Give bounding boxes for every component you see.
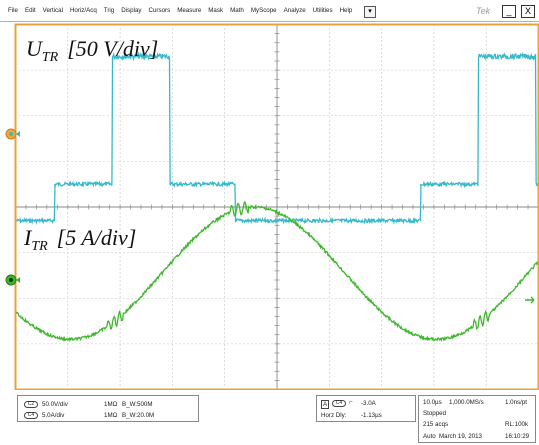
- ch2-badge: C2: [24, 401, 38, 408]
- horz-delay-label: Horz Dly:: [321, 412, 347, 419]
- menu-item-file[interactable]: File: [8, 7, 18, 14]
- menu-item-help[interactable]: Help: [339, 7, 353, 14]
- ch2-impedance: 1MΩ: [104, 401, 118, 408]
- voltage-label: UTR [50 V/div]: [26, 36, 158, 65]
- acquisition-time: 16:10:29: [505, 433, 530, 440]
- ch4-scale: 5.0A/div: [42, 412, 65, 419]
- close-button[interactable]: X: [521, 5, 535, 18]
- status-area: C2 50.0V/div 1MΩ B_W:500M C4 5.0A/div 1M…: [0, 390, 539, 445]
- ch2-ground-marker[interactable]: [5, 128, 20, 140]
- menu-item-vertical[interactable]: Vertical: [42, 7, 63, 14]
- trigger-mode: A: [321, 400, 330, 409]
- resolution: 1.0ns/pt: [505, 399, 528, 406]
- ch2-bandwidth: B_W:500M: [122, 401, 153, 408]
- menu-item-myscope[interactable]: MyScope: [250, 7, 277, 14]
- menu-bar: File Edit Vertical Horiz/Acq Trig Display Curs…: [0, 0, 539, 22]
- acquisition-date: March 19, 2013: [439, 433, 482, 440]
- acquisition-readout-panel[interactable]: 10.0µs 1,000.0MS/s 1.0ns/pt Stopped 215 …: [418, 395, 536, 443]
- ch4-impedance: 1MΩ: [104, 412, 118, 419]
- menu-item-measure[interactable]: Measure: [177, 7, 202, 14]
- timebase: 10.0µs: [423, 399, 442, 406]
- current-label: ITR [5 A/div]: [23, 225, 136, 254]
- record-length: RL:100k: [505, 421, 529, 428]
- menu-items: File Edit Vertical Horiz/Acq Trig Display Curs…: [8, 7, 359, 14]
- ch2-scale: 50.0V/div: [42, 401, 68, 408]
- trigger-readout-panel[interactable]: A C4 ⌐ -3.0A Horz Dly: -1.13µs: [316, 395, 416, 422]
- trigger-level: -3.0A: [361, 400, 376, 407]
- trigger-source-badge: C4: [332, 400, 346, 407]
- current-waveform: [15, 201, 538, 343]
- sample-rate: 1,000.0MS/s: [449, 399, 484, 406]
- graticule-grid: [15, 24, 539, 390]
- scope-display[interactable]: UTR [50 V/div] ITR [5 A/div]: [0, 22, 539, 390]
- menu-item-cursors[interactable]: Cursors: [148, 7, 171, 14]
- horz-delay-value: -1.13µs: [361, 412, 382, 419]
- ch4-bandwidth: B_W:20.0M: [122, 412, 155, 419]
- ch4-badge: C4: [24, 412, 38, 419]
- menu-item-math[interactable]: Math: [230, 7, 244, 14]
- menu-item-edit[interactable]: Edit: [24, 7, 36, 14]
- menu-item-horiz-acq[interactable]: Horiz/Acq: [69, 7, 97, 14]
- menu-item-display[interactable]: Display: [121, 7, 142, 14]
- menu-dropdown-button[interactable]: ▾: [364, 6, 376, 18]
- trigger-sweep-mode: Auto: [423, 433, 436, 440]
- menu-item-trig[interactable]: Trig: [103, 7, 115, 14]
- acquisition-count: 215 acqs: [423, 421, 449, 428]
- tek-logo: Tek: [476, 6, 491, 16]
- acquisition-state: Stopped: [423, 410, 447, 417]
- rising-edge-icon: ⌐: [349, 399, 353, 406]
- menu-item-mask[interactable]: Mask: [208, 7, 224, 14]
- menu-item-utilities[interactable]: Utilities: [312, 7, 333, 14]
- minimize-button[interactable]: _: [502, 5, 516, 18]
- voltage-waveform: [16, 51, 538, 225]
- ch4-ground-marker[interactable]: [5, 274, 20, 286]
- menu-item-analyze[interactable]: Analyze: [283, 7, 306, 14]
- trigger-level-marker[interactable]: [525, 296, 535, 304]
- channel-readout-panel[interactable]: C2 50.0V/div 1MΩ B_W:500M C4 5.0A/div 1M…: [17, 395, 199, 422]
